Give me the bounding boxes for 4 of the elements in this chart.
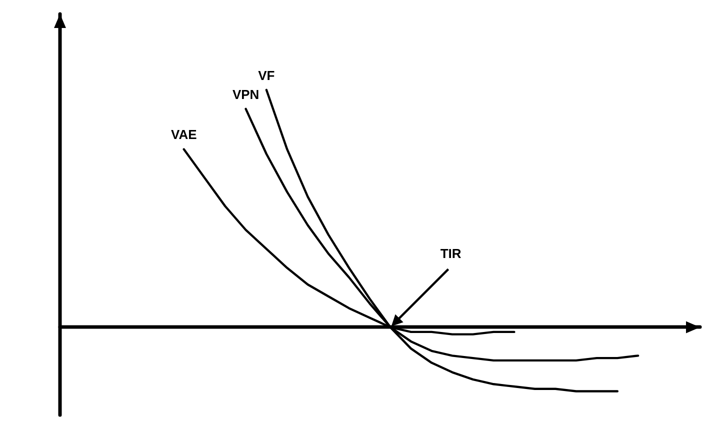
series-label: VF: [258, 68, 275, 83]
series-label: VAE: [170, 127, 198, 142]
annotation: TIR: [440, 246, 462, 262]
series-label: VPN: [232, 86, 260, 102]
